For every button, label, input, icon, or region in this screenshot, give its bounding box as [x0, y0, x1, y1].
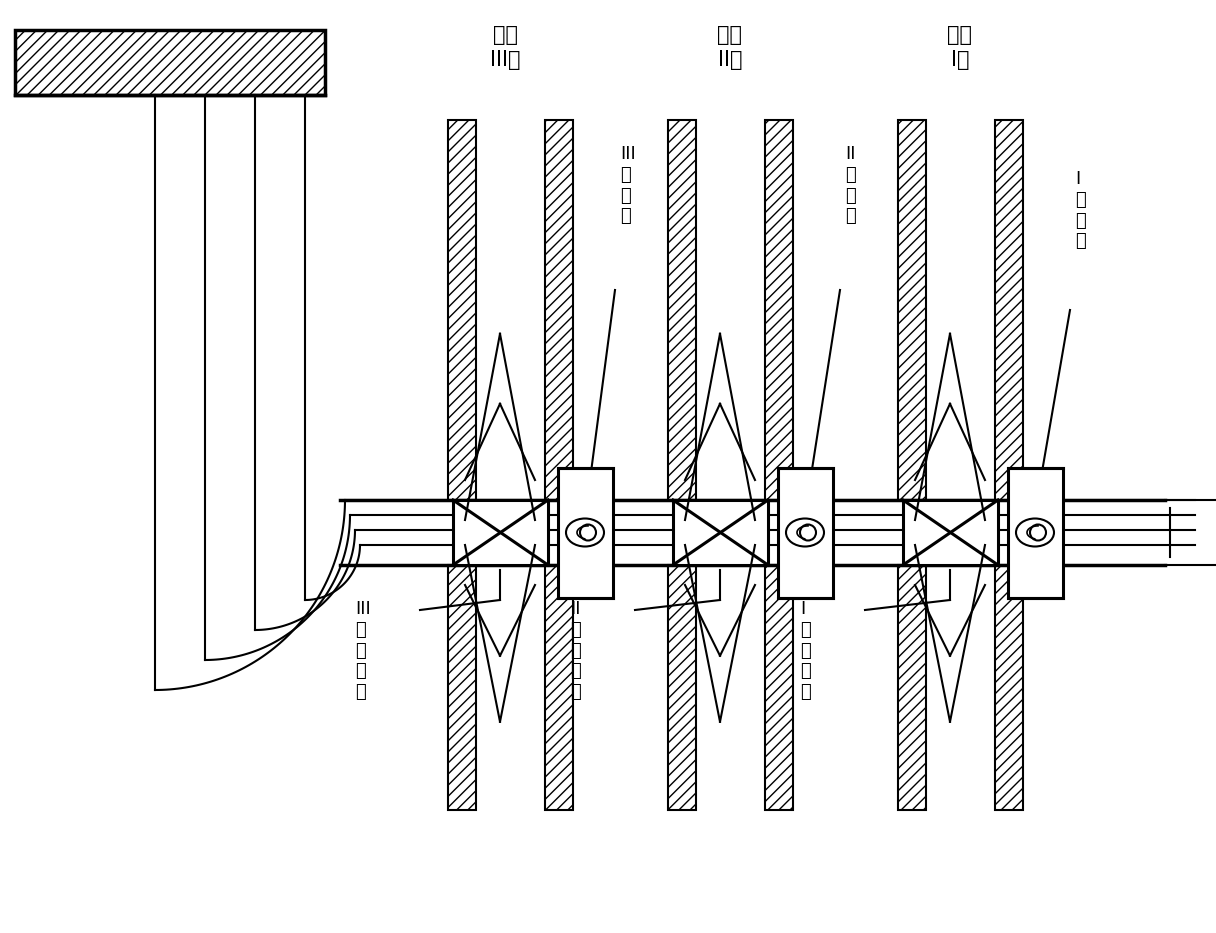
Bar [668, 565, 696, 810]
Bar [672, 500, 769, 565]
Text: 压裂
II层: 压裂 II层 [717, 25, 743, 70]
Bar [545, 565, 573, 810]
Ellipse shape [565, 519, 604, 547]
Bar [447, 565, 475, 810]
Bar [897, 565, 927, 810]
Bar [765, 120, 793, 500]
Bar [15, 30, 325, 95]
Bar [897, 120, 927, 500]
Bar [545, 120, 573, 500]
Text: I
级
封
隔
器: I 级 封 隔 器 [800, 600, 811, 702]
Bar [454, 500, 548, 565]
Bar [765, 565, 793, 810]
Ellipse shape [580, 524, 596, 540]
Text: III
级
滑
套: III 级 滑 套 [620, 145, 636, 226]
Text: II
级
封
隔
器: II 级 封 隔 器 [570, 600, 581, 702]
Bar [447, 120, 475, 500]
Bar [1008, 467, 1063, 597]
Bar [903, 500, 998, 565]
Bar [558, 467, 613, 597]
Ellipse shape [1017, 519, 1054, 547]
Text: I
级
滑
套: I 级 滑 套 [1075, 170, 1086, 250]
Bar [995, 120, 1023, 500]
Bar [778, 467, 833, 597]
Text: 压裂
I层: 压裂 I层 [947, 25, 973, 70]
Text: II
级
滑
套: II 级 滑 套 [845, 145, 856, 226]
Text: III
级
封
隔
器: III 级 封 隔 器 [355, 600, 371, 702]
Ellipse shape [800, 524, 816, 540]
Bar [995, 565, 1023, 810]
Bar [668, 120, 696, 500]
Ellipse shape [786, 519, 824, 547]
Ellipse shape [1030, 524, 1046, 540]
Text: 压裂
III层: 压裂 III层 [490, 25, 520, 70]
